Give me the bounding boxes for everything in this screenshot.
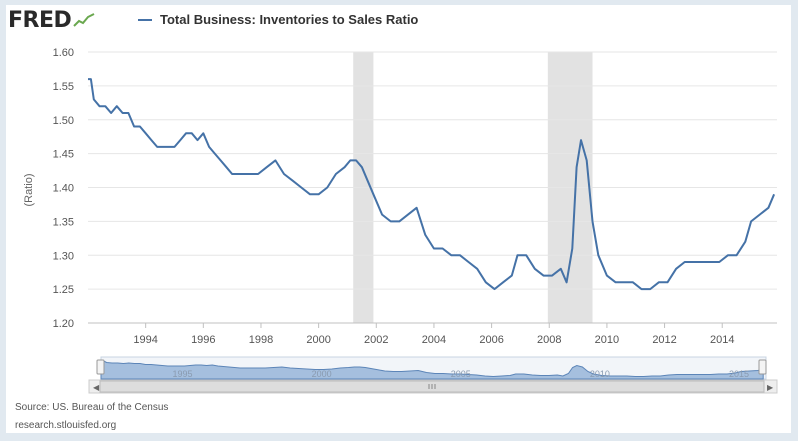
site-link[interactable]: research.stlouisfed.org (15, 420, 117, 431)
y-tick-label: 1.20 (53, 318, 74, 330)
x-tick-label: 1994 (133, 334, 157, 346)
navigator-label: 1995 (172, 369, 192, 379)
grid-lines (88, 51, 777, 324)
source-text: Source: US. Bureau of the Census (15, 402, 169, 413)
x-axis-ticks: 1994 1996 1998 2000 2002 2004 2006 2008 2010 2012… (133, 323, 734, 346)
x-tick-label: 2006 (479, 334, 503, 346)
navigator-label: 2000 (312, 369, 332, 379)
navigator-left-handle[interactable] (96, 359, 105, 375)
scroll-right-arrow-icon[interactable]: ▶ (767, 383, 774, 392)
y-tick-label: 1.55 (53, 81, 74, 93)
legend-swatch (138, 18, 152, 21)
chart-footer: Source: US. Bureau of the Census researc… (15, 399, 168, 435)
fred-logo-text: FRED (8, 7, 72, 33)
chart-legend[interactable]: Total Business: Inventories to Sales Rat… (138, 12, 418, 27)
scroll-left-arrow-icon[interactable]: ◀ (93, 383, 100, 392)
x-tick-label: 2002 (364, 334, 388, 346)
navigator[interactable]: 1995 2000 2005 2010 2015 (96, 356, 767, 380)
fred-graph-icon (73, 13, 95, 27)
navigator-labels: 1995 2000 2005 2010 2015 (172, 369, 749, 379)
x-tick-label: 2000 (306, 334, 330, 346)
x-tick-label: 1996 (191, 334, 215, 346)
scrollbar[interactable]: ◀ ▶ (88, 379, 778, 394)
navigator-label: 2015 (729, 369, 749, 379)
navigator-series-area (100, 360, 764, 380)
legend-series-label: Total Business: Inventories to Sales Rat… (160, 12, 419, 27)
x-tick-label: 2010 (595, 334, 619, 346)
scrollbar-grip-icon (428, 384, 436, 389)
navigator-label: 2010 (590, 369, 610, 379)
y-axis-label: (Ratio) (23, 173, 35, 206)
y-tick-label: 1.45 (53, 149, 74, 161)
fred-logo[interactable]: FRED (8, 7, 95, 33)
x-tick-label: 1998 (249, 334, 273, 346)
x-tick-label: 2004 (422, 334, 446, 346)
y-tick-label: 1.25 (53, 284, 74, 296)
x-tick-label: 2014 (710, 334, 734, 346)
x-tick-label: 2012 (652, 334, 676, 346)
y-axis-ticks: 1.20 1.25 1.30 1.35 1.40 1.45 1.50 1.55 1.60 (53, 47, 74, 330)
y-tick-label: 1.60 (53, 47, 74, 59)
y-tick-label: 1.50 (53, 115, 74, 127)
series-line[interactable] (88, 78, 776, 291)
y-tick-label: 1.30 (53, 250, 74, 262)
navigator-label: 2005 (451, 369, 471, 379)
x-tick-label: 2008 (537, 334, 561, 346)
navigator-right-handle[interactable] (758, 359, 767, 375)
y-tick-label: 1.40 (53, 183, 74, 195)
y-tick-label: 1.35 (53, 216, 74, 228)
